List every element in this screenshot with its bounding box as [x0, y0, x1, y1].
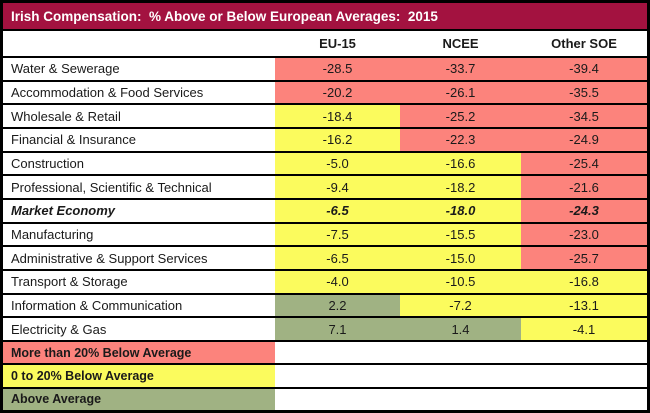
value-cell: -13.1	[521, 294, 647, 317]
column-header-eu15: EU-15	[319, 36, 356, 51]
table-row: Manufacturing -7.5 -15.5 -23.0	[3, 221, 647, 246]
legend-label: Above Average	[3, 388, 275, 410]
legend-row: 0 to 20% Below Average	[3, 363, 647, 387]
row-label: Transport & Storage	[3, 270, 275, 293]
value-cell: -20.2	[275, 81, 400, 104]
value-cell: -18.4	[275, 105, 400, 127]
value-cell: 1.4	[400, 318, 521, 340]
value-cell: -34.5	[521, 105, 647, 127]
value-cell: -9.4	[275, 176, 400, 198]
value-cell: -18.2	[400, 176, 521, 198]
table-row: Transport & Storage -4.0 -10.5 -16.8	[3, 268, 647, 293]
value-cell: -25.7	[521, 247, 647, 269]
value-cell: -25.2	[400, 105, 521, 127]
row-label: Electricity & Gas	[3, 318, 275, 340]
legend-label: More than 20% Below Average	[3, 341, 275, 364]
value-cell: -22.3	[400, 128, 521, 151]
table-row: Professional, Scientific & Technical -9.4…	[3, 174, 647, 198]
column-header-row: EU-15 NCEE Other SOE	[3, 29, 647, 56]
value-cell: -18.0	[400, 199, 521, 222]
value-cell: -23.0	[521, 223, 647, 246]
value-cell: -7.2	[400, 294, 521, 317]
column-header-ncee: NCEE	[442, 36, 479, 51]
table-row: Construction -5.0 -16.6 -25.4	[3, 150, 647, 175]
legend-label: 0 to 20% Below Average	[3, 365, 275, 387]
table-body: Water & Sewerage -28.5 -33.7 -39.4 Accommoda…	[3, 56, 647, 340]
table-row: Market Economy -6.5 -18.0 -24.3	[3, 197, 647, 222]
legend: More than 20% Below Average 0 to 20% Belo…	[3, 339, 647, 410]
legend-row: Above Average	[3, 386, 647, 410]
table-row: Wholesale & Retail -18.4 -25.2 -34.5	[3, 103, 647, 127]
value-cell: -28.5	[275, 58, 400, 80]
row-label: Manufacturing	[3, 223, 275, 246]
legend-filler	[275, 341, 647, 364]
value-cell: -15.0	[400, 247, 521, 269]
value-cell: -7.5	[275, 223, 400, 246]
value-cell: -4.1	[521, 318, 647, 340]
value-cell: -39.4	[521, 58, 647, 80]
legend-filler	[275, 388, 647, 410]
value-cell: -16.6	[400, 152, 521, 175]
row-label: Construction	[3, 152, 275, 175]
column-header-other-soe: Other SOE	[551, 36, 617, 51]
value-cell: -24.3	[521, 199, 647, 222]
value-cell: -21.6	[521, 176, 647, 198]
row-label: Administrative & Support Services	[3, 247, 275, 269]
row-label: Accommodation & Food Services	[3, 81, 275, 104]
table-row: Accommodation & Food Services -20.2 -26.1-…	[3, 79, 647, 104]
row-label: Market Economy	[3, 199, 275, 222]
table-title: Irish Compensation: % Above or Below Eur…	[3, 3, 647, 29]
value-cell: -6.5	[275, 247, 400, 269]
table-row: Financial & Insurance -16.2 -22.3 -24.9	[3, 126, 647, 151]
value-cell: -26.1	[400, 81, 521, 104]
value-cell: 2.2	[275, 294, 400, 317]
value-cell: -5.0	[275, 152, 400, 175]
table-row: Information & Communication 2.2 -7.2 -13.1	[3, 292, 647, 317]
value-cell: -25.4	[521, 152, 647, 175]
legend-row: More than 20% Below Average	[3, 339, 647, 364]
value-cell: -35.5	[521, 81, 647, 104]
table-row: Administrative & Support Services -6.5 -15…	[3, 245, 647, 269]
table-row: Electricity & Gas 7.1 1.4 -4.1	[3, 316, 647, 340]
row-label: Professional, Scientific & Technical	[3, 176, 275, 198]
value-cell: -10.5	[400, 270, 521, 293]
value-cell: -16.2	[275, 128, 400, 151]
value-cell: -24.9	[521, 128, 647, 151]
value-cell: -33.7	[400, 58, 521, 80]
legend-filler	[275, 365, 647, 387]
value-cell: -6.5	[275, 199, 400, 222]
corner-cell	[3, 31, 275, 56]
value-cell: -4.0	[275, 270, 400, 293]
row-label: Financial & Insurance	[3, 128, 275, 151]
value-cell: 7.1	[275, 318, 400, 340]
value-cell: -16.8	[521, 270, 647, 293]
row-label: Water & Sewerage	[3, 58, 275, 80]
table-row: Water & Sewerage -28.5 -33.7 -39.4	[3, 56, 647, 80]
row-label: Information & Communication	[3, 294, 275, 317]
value-cell: -15.5	[400, 223, 521, 246]
row-label: Wholesale & Retail	[3, 105, 275, 127]
